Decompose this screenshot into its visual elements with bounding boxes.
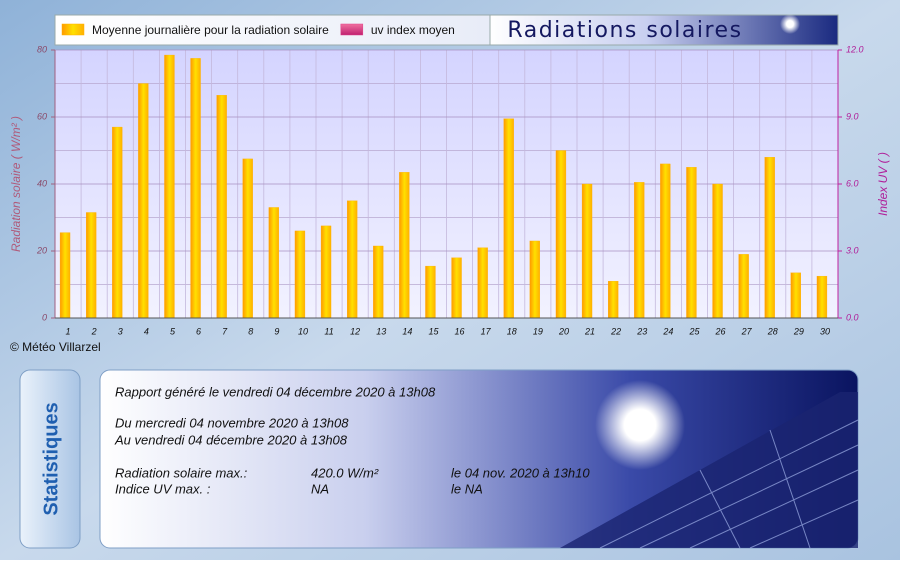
legend-box [54, 14, 491, 46]
bar [164, 54, 175, 319]
bar [138, 83, 149, 319]
title-sun [780, 14, 800, 34]
bar [764, 157, 775, 319]
x-tick-label: 11 [324, 326, 333, 336]
x-tick-label: 26 [715, 326, 726, 336]
bar [425, 265, 436, 319]
solar-panel-lines [599, 419, 859, 549]
x-tick-label: 1 [66, 326, 71, 336]
bar [608, 280, 619, 319]
y-tick-label: 20 [36, 245, 47, 255]
y2-tick-label: 6.0 [846, 178, 859, 188]
x-tick-label: 2 [91, 326, 97, 336]
x-tick-label: 21 [584, 326, 595, 336]
x-tick-label: 28 [767, 326, 778, 336]
x-tick-label: 19 [533, 326, 543, 336]
period-from: Du mercredi 04 novembre 2020 à 13h08 [115, 415, 349, 430]
x-tick-label: 25 [688, 326, 700, 336]
y-tick-label: 0 [42, 312, 47, 322]
x-tick-label: 10 [298, 326, 308, 336]
legend-swatch [61, 23, 85, 36]
bar [634, 182, 645, 319]
x-tick-label: 15 [428, 326, 439, 336]
bar [477, 247, 488, 319]
x-tick-label: 8 [248, 326, 253, 336]
bar [373, 245, 384, 319]
y-tick-label: 60 [37, 111, 47, 121]
x-tick-label: 14 [402, 326, 412, 336]
bar [346, 200, 358, 319]
bar [451, 257, 462, 319]
x-tick-label: 30 [820, 326, 830, 336]
bar [320, 225, 332, 319]
plot [51, 49, 842, 319]
copyright: © Météo Villarzel [10, 340, 101, 354]
x-tick-label: 6 [196, 326, 201, 336]
x-tick-label: 20 [558, 326, 569, 336]
x-tick-label: 12 [350, 326, 360, 336]
bar [399, 172, 410, 319]
y2-tick-label: 12.0 [846, 44, 864, 54]
bar [190, 58, 201, 319]
legend-label: Moyenne journalière pour la radiation so… [92, 23, 329, 37]
bar [738, 254, 749, 319]
report-generated: Rapport généré le vendredi 04 décembre 2… [115, 384, 436, 399]
x-tick-label: 29 [793, 326, 804, 336]
x-tick-label: 24 [662, 326, 673, 336]
bar [712, 183, 723, 319]
bar [86, 212, 97, 319]
bar [294, 230, 306, 319]
bar [790, 272, 801, 319]
sun [595, 380, 685, 470]
bar [268, 207, 280, 319]
legend-label: uv index moyen [371, 23, 455, 37]
x-tick-label: 18 [507, 326, 517, 336]
x-tick-label: 7 [222, 326, 228, 336]
bar [216, 95, 227, 319]
stats-tab [19, 369, 81, 549]
x-tick-label: 13 [376, 326, 386, 336]
y2-tick-label: 0.0 [846, 312, 859, 322]
x-tick-label: 23 [636, 326, 647, 336]
y2-tick-label: 9.0 [846, 111, 859, 121]
x-tick-label: 4 [144, 326, 149, 336]
bar [686, 167, 697, 319]
bar [112, 126, 123, 319]
solar-panel [560, 392, 858, 548]
y2-tick-label: 3.0 [846, 245, 859, 255]
title-box [489, 14, 839, 46]
stat-value: NA [311, 481, 329, 496]
stat-date: le NA [451, 481, 483, 496]
stat-label: Radiation solaire max.: [115, 465, 248, 480]
bar [555, 150, 567, 319]
bar [816, 275, 828, 319]
stat-value: 420.0 W/m² [311, 465, 379, 480]
legend: Moyenne journalière pour la radiation so… [61, 23, 455, 37]
x-tick-label: 5 [170, 326, 176, 336]
x-tick-label: 27 [741, 326, 753, 336]
y-axis-label: Radiation solaire ( W/m² ) [9, 116, 23, 252]
x-tick-label: 22 [610, 326, 621, 336]
chart-title: Radiations solaires [507, 18, 742, 43]
x-tick-label: 3 [118, 326, 123, 336]
bar [59, 232, 71, 319]
period-to: Au vendredi 04 décembre 2020 à 13h08 [114, 432, 348, 447]
stats-tab-label: Statistiques [40, 402, 62, 515]
x-tick-label: 16 [455, 326, 465, 336]
bar [503, 118, 514, 319]
x-tick-label: 17 [481, 326, 492, 336]
bar [660, 163, 671, 319]
legend-swatch [340, 23, 364, 36]
y-tick-label: 80 [37, 44, 47, 54]
x-tick-label: 9 [274, 326, 279, 336]
y-tick-label: 40 [37, 178, 47, 188]
stat-date: le 04 nov. 2020 à 13h10 [451, 465, 590, 480]
y2-axis-label: Index UV ( ) [876, 152, 890, 216]
bar [242, 158, 253, 319]
bar [529, 240, 540, 319]
bar [581, 183, 593, 319]
stat-label: Indice UV max. : [115, 481, 211, 496]
